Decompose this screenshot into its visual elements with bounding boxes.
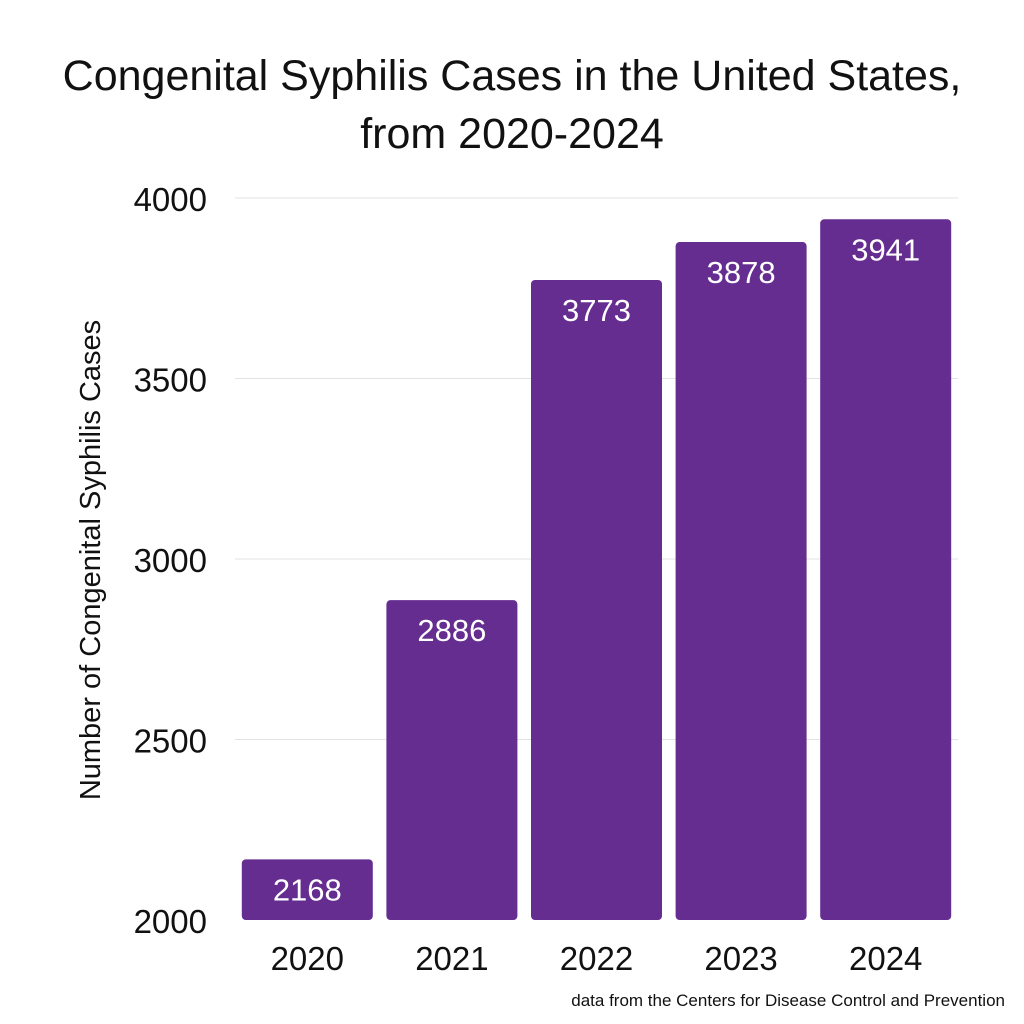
bar bbox=[241, 859, 373, 920]
x-tick-label: 2023 bbox=[704, 940, 777, 977]
bars: 2168 2886 3773 3878 3941 bbox=[241, 219, 952, 921]
y-tick-label: 2500 bbox=[134, 723, 207, 760]
x-tick-label: 2020 bbox=[271, 940, 344, 977]
bar bbox=[531, 279, 662, 920]
x-tick-label: 2022 bbox=[560, 940, 633, 977]
bar-value-label: 2886 bbox=[417, 613, 486, 648]
bar-value-label: 3878 bbox=[707, 255, 776, 290]
bar bbox=[820, 219, 952, 920]
chart-title-line-1: Congenital Syphilis Cases in the United … bbox=[63, 52, 962, 100]
y-tick-label: 3000 bbox=[134, 542, 207, 579]
x-tick-label: 2021 bbox=[415, 940, 488, 977]
chart-title-line-2: from 2020-2024 bbox=[360, 110, 664, 158]
bar bbox=[675, 242, 807, 921]
bar-value-label: 3773 bbox=[562, 293, 631, 328]
x-tick-label: 2024 bbox=[849, 940, 922, 977]
bar bbox=[386, 600, 518, 920]
y-axis-ticks: 2000 2500 3000 3500 4000 bbox=[134, 181, 207, 940]
y-tick-label: 4000 bbox=[134, 181, 207, 218]
bar-value-label: 2168 bbox=[273, 872, 342, 907]
y-tick-label: 2000 bbox=[134, 903, 207, 940]
source-note: data from the Centers for Disease Contro… bbox=[571, 991, 1005, 1010]
y-tick-label: 3500 bbox=[134, 362, 207, 399]
x-axis-ticks: 2020 2021 2022 2023 2024 bbox=[271, 940, 923, 977]
bar-value-label: 3941 bbox=[851, 232, 920, 267]
y-axis-label: Number of Congenital Syphilis Cases bbox=[75, 320, 107, 800]
